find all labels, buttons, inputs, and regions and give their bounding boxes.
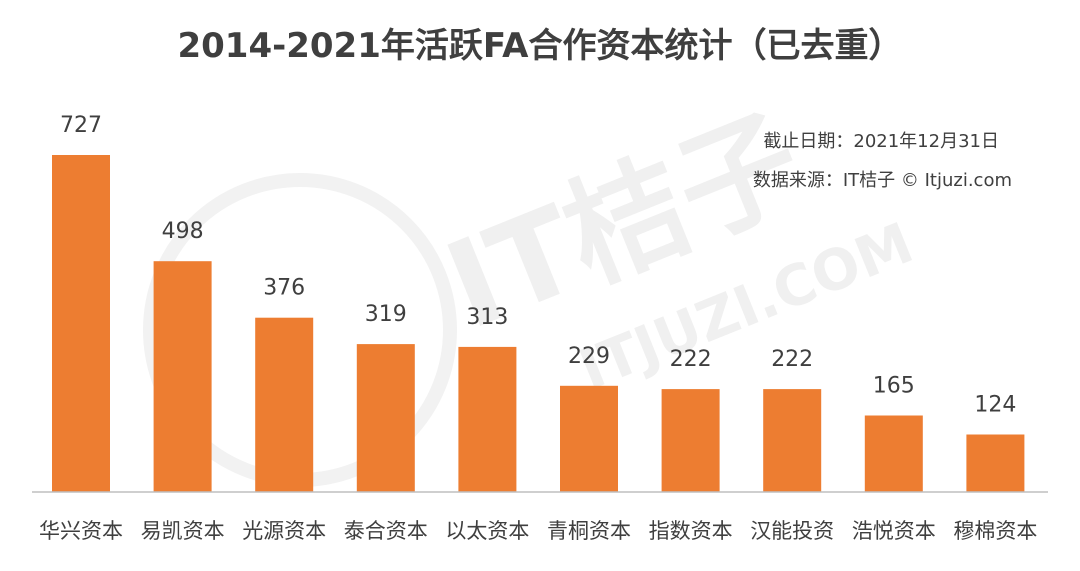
x-tick-label-7: 指数资本 (649, 519, 733, 543)
bar-5 (458, 346, 517, 492)
data-source-note: 数据来源：IT桔子 © Itjuzi.com (753, 170, 1012, 191)
data-label-4: 319 (365, 302, 407, 327)
bar-4 (356, 344, 415, 492)
data-label-10: 124 (974, 393, 1016, 418)
data-label-3: 376 (263, 276, 305, 301)
x-tick-label-5: 以太资本 (445, 519, 529, 543)
bar-6 (560, 385, 618, 492)
data-label-8: 222 (771, 347, 813, 372)
x-tick-label-3: 光源资本 (242, 519, 326, 543)
data-label-7: 222 (670, 347, 712, 372)
cutoff-date-note: 截止日期：2021年12月31日 (763, 131, 999, 152)
x-tick-label-9: 浩悦资本 (852, 519, 936, 543)
bar-7 (661, 389, 720, 492)
x-tick-label-4: 泰合资本 (344, 519, 428, 543)
x-tick-label-1: 华兴资本 (39, 519, 123, 543)
x-tick-label-10: 穆棉资本 (953, 519, 1037, 543)
x-tick-label-8: 汉能投资 (750, 519, 834, 543)
data-label-6: 229 (568, 344, 610, 369)
chart-title: 2014-2021年活跃FA合作资本统计（已去重） (177, 26, 902, 66)
x-tick-label-2: 易凯资本 (141, 519, 225, 543)
bar-8 (763, 389, 822, 492)
bar-2 (153, 261, 212, 492)
data-label-2: 498 (162, 219, 204, 244)
data-label-1: 727 (60, 113, 102, 138)
bar-3 (255, 317, 314, 492)
bar-10 (966, 434, 1025, 492)
bar-1 (52, 155, 110, 492)
x-tick-label-6: 青桐资本 (547, 519, 631, 543)
bars: 727 华兴资本 498 易凯资本 376 光源资本 319 泰合资本 313 以太资本 229 青桐… (39, 113, 1037, 543)
data-label-9: 165 (873, 374, 915, 399)
data-label-5: 313 (466, 305, 508, 330)
bar-9 (864, 415, 923, 492)
